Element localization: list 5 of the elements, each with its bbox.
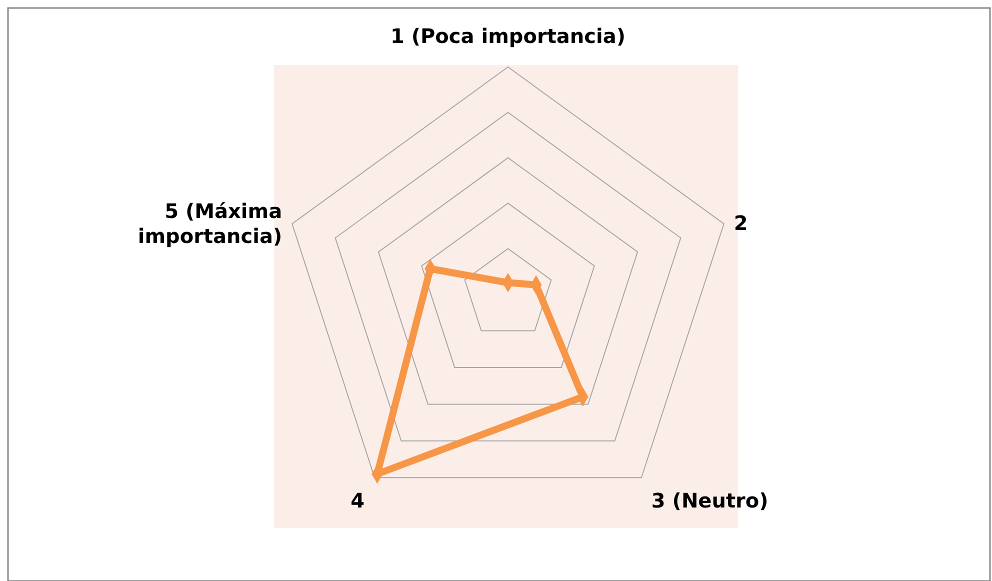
- spoke-label: 1 (Poca importancia): [390, 24, 626, 48]
- spoke-label: 2: [734, 210, 748, 235]
- spoke-label: 3 (Neutro): [651, 488, 768, 513]
- spoke-label: 4: [350, 488, 365, 513]
- spoke-label: 5 (Máxima importancia): [138, 198, 282, 248]
